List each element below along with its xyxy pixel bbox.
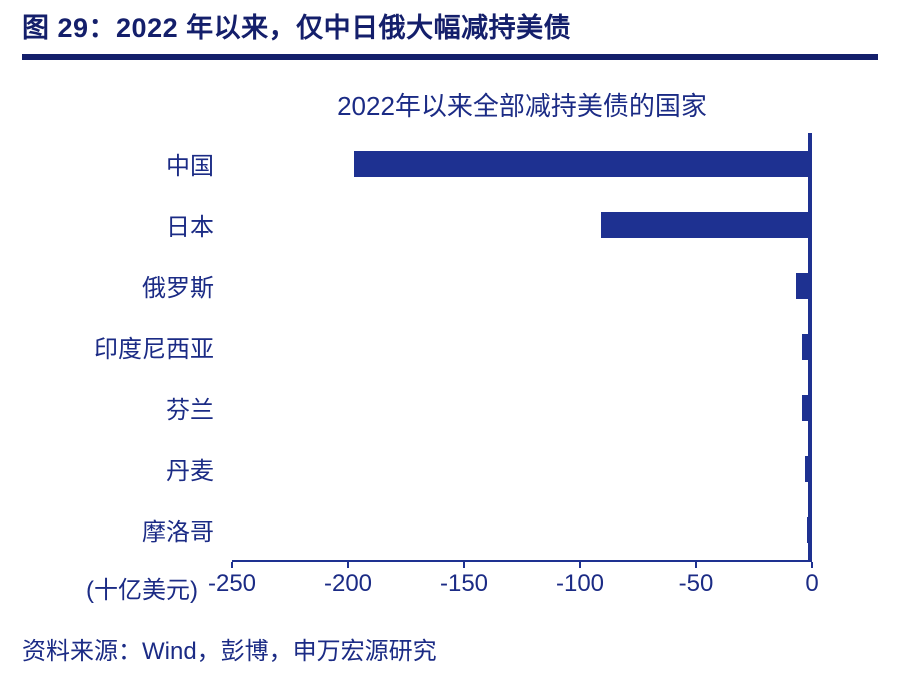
- bar-1: [600, 211, 808, 238]
- bar-row: [232, 499, 808, 560]
- bar-row: [232, 377, 808, 438]
- bar-chart: 中国日本俄罗斯印度尼西亚芬兰丹麦摩洛哥: [22, 133, 878, 563]
- bar-5: [805, 455, 808, 482]
- bar-row: [232, 438, 808, 499]
- category-label: 丹麦: [166, 458, 214, 486]
- bar-row: [232, 133, 808, 194]
- x-tick-label: 0: [805, 570, 819, 598]
- category-label: 日本: [166, 214, 214, 242]
- category-label: 摩洛哥: [142, 519, 214, 547]
- figure-header: 图 29：2022 年以来，仅中日俄大幅减持美债: [22, 12, 878, 61]
- x-axis: (十亿美元) -250 -200 -150 -100 -50 0: [22, 562, 878, 605]
- category-axis: 中国日本俄罗斯印度尼西亚芬兰丹麦摩洛哥: [22, 133, 232, 562]
- bar-row: [232, 194, 808, 255]
- bar-row: [232, 255, 808, 316]
- x-tick-label: -250: [207, 570, 257, 598]
- x-tick-mark: [347, 562, 349, 569]
- x-tick-mark: [811, 562, 813, 569]
- title-underline: [22, 54, 878, 61]
- x-tick-label: -100: [555, 570, 605, 598]
- x-tick-mark: [579, 562, 581, 569]
- category-label: 印度尼西亚: [94, 336, 214, 364]
- bar-3: [802, 333, 808, 360]
- bar-2: [796, 272, 808, 299]
- category-label: 俄罗斯: [142, 275, 214, 303]
- category-label: 中国: [166, 153, 214, 181]
- x-tick-labels: -250 -200 -150 -100 -50 0: [208, 562, 819, 604]
- x-tick-label: -200: [323, 570, 373, 598]
- x-tick-mark: [231, 562, 233, 569]
- bar-0: [354, 150, 808, 177]
- x-tick-label: -50: [678, 570, 714, 598]
- bar-4: [802, 394, 808, 421]
- x-axis-unit: (十亿美元): [86, 577, 198, 605]
- chart-section: 2022年以来全部减持美债的国家 中国日本俄罗斯印度尼西亚芬兰丹麦摩洛哥 (十亿…: [22, 86, 878, 605]
- x-tick-label: -150: [439, 570, 489, 598]
- x-tick-mark: [463, 562, 465, 569]
- source-note: 资料来源：Wind，彭博，申万宏源研究: [22, 638, 437, 666]
- figure-title: 图 29：2022 年以来，仅中日俄大幅减持美债: [22, 13, 572, 43]
- plot-area: [232, 133, 812, 563]
- bar-row: [232, 316, 808, 377]
- x-tick-mark: [695, 562, 697, 569]
- category-label: 芬兰: [166, 397, 214, 425]
- chart-title: 2022年以来全部减持美债的国家: [337, 91, 707, 122]
- bar-6: [806, 516, 808, 543]
- figure-footer: 资料来源：Wind，彭博，申万宏源研究: [22, 631, 878, 666]
